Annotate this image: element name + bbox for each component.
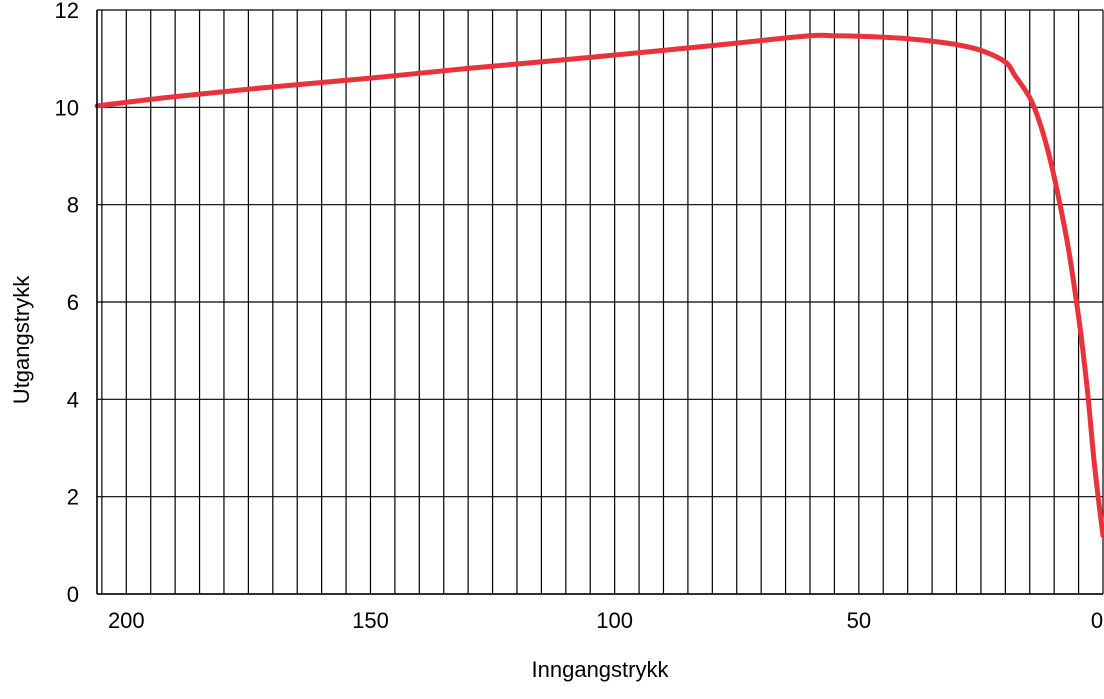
y-tick-label: 12 [55, 0, 79, 23]
x-tick-label: 150 [352, 608, 389, 633]
series-line [94, 32, 1104, 539]
x-tick-label: 200 [108, 608, 145, 633]
series-layer [94, 32, 1104, 539]
y-axis-title: Utgangstrykk [9, 275, 34, 404]
y-tick-label: 8 [67, 193, 79, 218]
x-tick-label: 0 [1091, 608, 1103, 633]
axes: 200 150 100 50 0 0 2 4 6 8 10 12 [55, 0, 1104, 633]
x-axis-title: Inngangstrykk [532, 657, 670, 682]
y-tick-label: 2 [67, 485, 79, 510]
y-tick-label: 6 [67, 290, 79, 315]
y-tick-label: 0 [67, 582, 79, 607]
x-tick-label: 100 [596, 608, 633, 633]
y-tick-label: 10 [55, 95, 79, 120]
x-tick-label: 50 [847, 608, 871, 633]
y-tick-label: 4 [67, 387, 79, 412]
grid [97, 9, 1104, 595]
